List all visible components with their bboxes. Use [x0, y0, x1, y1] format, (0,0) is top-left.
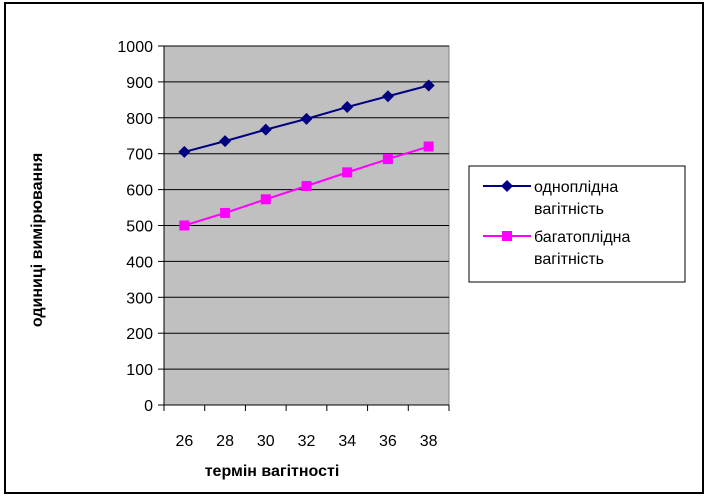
y-tick-label: 0 — [144, 398, 153, 415]
y-tick-label: 500 — [126, 219, 153, 236]
legend-marker — [502, 231, 512, 241]
y-tick-label: 900 — [126, 75, 153, 92]
data-point — [381, 90, 394, 103]
legend: одноплідна вагітність багатоплідна вагітніс… — [468, 165, 686, 283]
grid-lines — [164, 45, 449, 370]
data-point — [179, 220, 190, 231]
y-tick-label: 200 — [126, 326, 153, 343]
y-tick-label: 400 — [126, 254, 153, 271]
y-tick-label: 600 — [126, 183, 153, 200]
legend-marker — [501, 180, 513, 192]
y-tick-labels: 0 100 200 300 400 500 600 700 800 900 1000 — [117, 39, 153, 415]
legend-label: вагітність — [534, 201, 604, 218]
data-point — [220, 207, 231, 218]
x-tick-label: 38 — [420, 433, 438, 450]
x-axis-title: термін вагітності — [205, 463, 340, 480]
legend-label: багатоплідна — [534, 229, 631, 246]
data-point — [259, 123, 272, 136]
data-point — [382, 154, 393, 165]
y-tick-label: 100 — [126, 362, 153, 379]
legend-entry: багатоплідна вагітність — [483, 229, 631, 268]
y-tick-label: 800 — [126, 111, 153, 128]
data-point — [341, 101, 354, 114]
x-tick-label: 36 — [379, 433, 397, 450]
y-tick-label: 300 — [126, 290, 153, 307]
axes — [158, 45, 450, 411]
data-point — [219, 135, 232, 148]
legend-label: вагітність — [534, 251, 604, 268]
y-tick-label: 700 — [126, 147, 153, 164]
series-2 — [179, 141, 434, 231]
series-layer — [178, 79, 435, 231]
x-tick-label: 28 — [216, 433, 234, 450]
data-point — [260, 194, 271, 205]
series-1 — [178, 79, 435, 158]
x-tick-label: 30 — [257, 433, 275, 450]
x-tick-label: 32 — [298, 433, 316, 450]
data-point — [423, 141, 434, 152]
data-point — [422, 79, 435, 92]
data-point — [300, 112, 313, 125]
y-tick-label: 1000 — [117, 39, 153, 56]
x-tick-labels: 26 28 30 32 34 36 38 — [175, 433, 437, 450]
x-tick-label: 26 — [175, 433, 193, 450]
data-point — [301, 181, 312, 192]
x-tick-label: 34 — [338, 433, 356, 450]
legend-label: одноплідна — [534, 179, 618, 196]
data-point — [178, 145, 191, 158]
legend-entry: одноплідна вагітність — [483, 179, 618, 218]
data-point — [342, 167, 353, 178]
y-axis-title: одиниці вимірювання — [29, 153, 46, 327]
